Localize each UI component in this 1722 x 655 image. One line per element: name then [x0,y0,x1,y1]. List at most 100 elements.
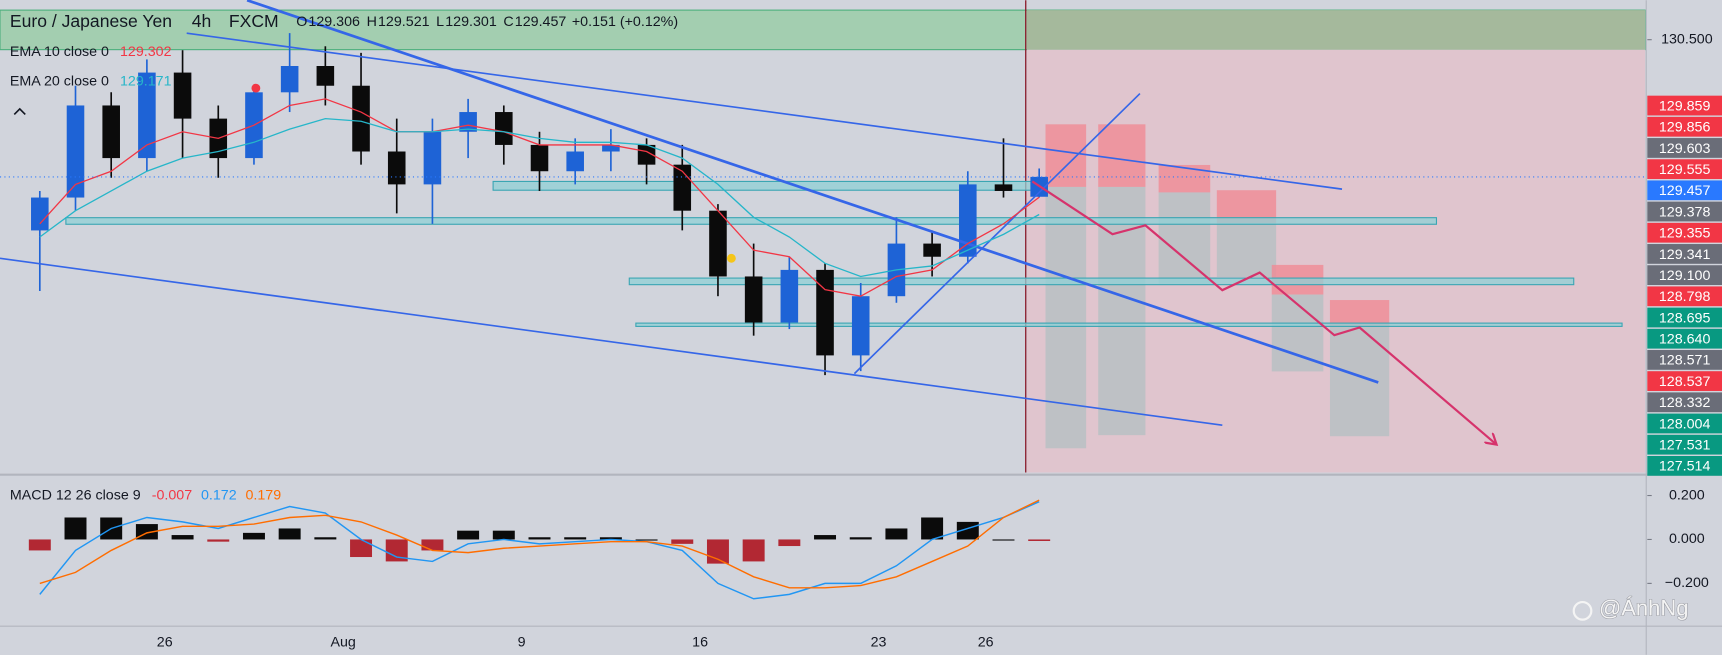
target-box [1216,223,1277,277]
price-label: 129.859 [1659,98,1711,114]
candle-body [138,72,156,159]
price-label-box [1647,350,1722,370]
price-label-box [1647,286,1722,307]
macd-histogram-bar [278,528,301,540]
price-label-box [1647,371,1722,391]
macd-tick-label: 0.200 [1669,487,1705,503]
macd-histogram-bar [885,528,908,540]
price-label: 128.332 [1659,395,1711,411]
price-label-box [1647,413,1722,434]
candle-body [387,151,406,185]
price-label-box [1647,222,1722,243]
candle-body [994,184,1013,191]
watermark: @ÁnhNg [1599,596,1688,621]
indicator-value: 129.302 [120,44,172,60]
price-label-box [1647,265,1722,285]
candle-body [959,184,977,257]
candle-body [851,296,870,356]
price-label-box [1647,307,1722,328]
x-tick-label: 16 [692,634,708,650]
price-label: 128.004 [1659,416,1711,432]
candle-body [744,276,763,323]
macd-histogram-bar [671,539,694,544]
zone [628,277,1575,286]
macd-name: MACD 12 26 close 9 [10,487,141,503]
change: +0.151 (+0.12%) [572,14,678,30]
target-box [1329,326,1390,437]
indicator-name: EMA 10 close 0 [10,44,109,60]
macd-histogram-bar [599,537,622,540]
candle-body [709,210,727,277]
ohlc-value: 129.457 [515,14,567,30]
macd-histogram-bar [492,530,515,540]
candle-body [173,72,192,119]
y-tick-label: 130.500 [1661,31,1713,47]
ema-line [39,117,1040,278]
trend-line [0,257,1223,427]
price-label: 129.378 [1659,204,1711,220]
source: FXCM [229,11,279,31]
watermark-group: @ÁnhNg [1572,595,1689,621]
candle-body [923,243,941,257]
projection-path [1031,180,1495,443]
zone [635,322,1623,327]
stop-box [1158,164,1211,193]
price-label-box [1647,159,1722,180]
price-label-box [1647,434,1722,455]
macd-value: -0.007 [152,487,193,503]
candle-body [495,112,513,145]
header: Euro / Japanese Yen 4h FXCM O129.306 H129.52… [10,11,678,31]
ohlc-label: C [503,14,513,30]
price-label: 129.856 [1659,120,1711,136]
zone [65,217,1438,225]
macd-histogram-bar [778,539,801,547]
price-label: 129.341 [1659,247,1711,263]
price-label-box [1647,95,1722,116]
macd-tick-label: 0.000 [1669,531,1705,547]
macd-histogram-bar [314,537,337,540]
price-label-box [1647,328,1722,349]
macd-legend: MACD 12 26 close 9 -0.007 0.172 0.179 [10,487,281,503]
macd-tick-label: −0.200 [1665,575,1709,591]
ohlc-label: L [436,14,444,30]
candle-body [352,85,370,152]
macd-value: 0.179 [245,487,281,503]
price-label-box [1647,116,1722,137]
price-label: 128.571 [1659,353,1711,369]
candle-body [459,112,477,132]
trend-line [853,92,1141,375]
price-label-box [1647,201,1722,222]
macd-histogram-bar [992,539,1015,541]
stop-box [1098,124,1146,187]
candle-body [816,269,834,356]
candle-body [66,105,85,198]
price-label: 128.695 [1659,310,1711,326]
ohlc-value: 129.521 [378,14,430,30]
x-tick-label: 9 [518,634,526,650]
macd-histogram-bar [385,539,408,562]
interval: 4h [192,11,212,31]
x-tick-label: 26 [157,634,173,650]
price-label: 129.457 [1659,183,1711,199]
macd-histogram-bar [242,532,265,540]
watermark-icon [1572,600,1593,621]
macd-histogram-bar [635,539,658,541]
candle-body [280,66,299,93]
candles [31,33,1048,376]
macd-histogram-bar [814,535,837,540]
price-label: 129.355 [1659,226,1711,242]
ema-line [39,98,1040,297]
indicator-legend: EMA 20 close 0 129.171 [10,73,172,89]
indicator-legend: EMA 10 close 0 129.302 [10,44,172,60]
target-box [1158,192,1211,284]
price-label: 128.640 [1659,332,1711,348]
ohlc-value: 129.306 [308,14,360,30]
macd-histogram-bar [921,517,944,540]
macd-histogram-bar [528,537,551,540]
macd-histogram-bar [171,535,194,540]
ohlc: O129.306 H129.521 L129.301 C129.457 [296,14,566,30]
macd-histogram-bar [421,539,444,551]
marker-dot [727,253,736,263]
